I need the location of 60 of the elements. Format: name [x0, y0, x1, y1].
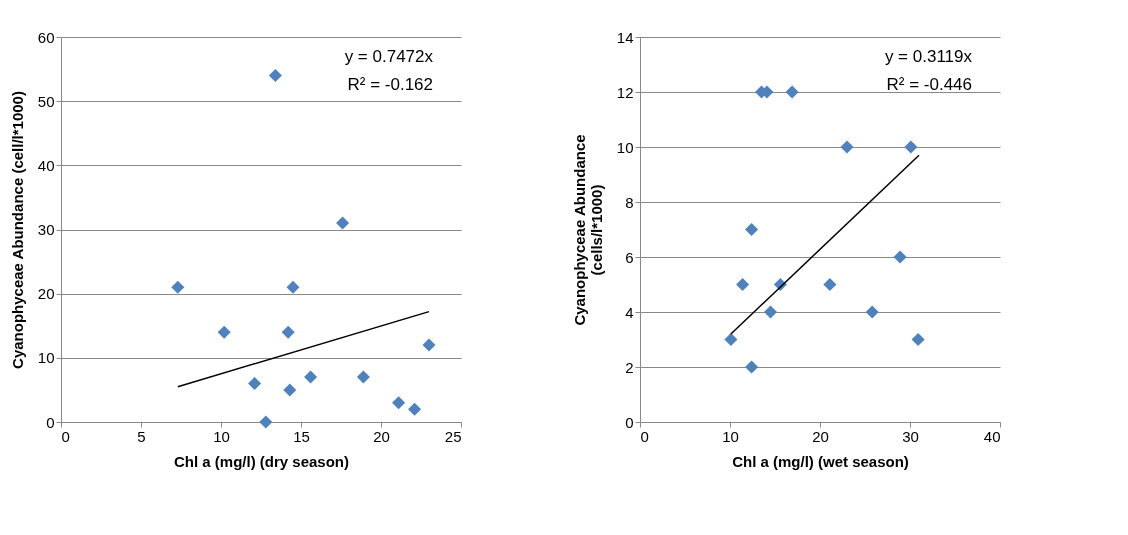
y-tick-label: 10 [37, 349, 55, 367]
x-tick-label: 25 [444, 427, 462, 445]
point [763, 305, 778, 319]
x-axis-title: Chl a (mg/l) (wet season) [732, 452, 909, 470]
point [911, 332, 925, 347]
y-tick-label: 4 [625, 303, 634, 321]
annotation: R² = -0.446 [886, 75, 972, 94]
y-axis-title: Cyanophyceae Abundance (cells/l*1000) [570, 134, 605, 326]
point [865, 305, 879, 319]
point [745, 360, 759, 374]
x-tick-label: 5 [137, 427, 146, 445]
point [248, 376, 262, 391]
point [283, 383, 297, 397]
point [217, 325, 231, 339]
point [259, 415, 273, 429]
point [724, 332, 738, 347]
annotation: R² = -0.162 [347, 75, 433, 94]
y-tick-label: 60 [37, 28, 55, 46]
y-tick-label: 20 [37, 285, 55, 303]
x-tick-label: 10 [213, 427, 230, 445]
y-tick-label: 0 [46, 413, 55, 431]
x-tick-label: 20 [812, 427, 829, 445]
point [408, 402, 422, 416]
point [893, 250, 907, 264]
y-tick-label: 40 [37, 156, 55, 174]
point [422, 338, 436, 352]
point [356, 370, 370, 384]
y-tick-label: 12 [616, 83, 634, 101]
x-tick-label: 40 [983, 427, 1001, 445]
y-tick-label: 14 [616, 28, 634, 46]
point [392, 396, 406, 410]
y-tick-label: 10 [616, 138, 634, 156]
point [736, 277, 750, 292]
x-axis-title: Chl a (mg/l) (dry season) [173, 452, 350, 470]
point [785, 85, 799, 99]
x-tick-label: 30 [902, 427, 919, 445]
y-tick-label: 2 [625, 358, 634, 376]
annotation: y = 0.3119x [884, 47, 973, 66]
x-tick-label: 10 [722, 427, 739, 445]
point [268, 68, 282, 83]
point [904, 140, 918, 154]
x-tick-label: 0 [61, 427, 70, 445]
x-tick-label: 0 [640, 427, 649, 445]
point [823, 277, 837, 292]
y-tick-label: 30 [37, 221, 55, 238]
y-tick-label: 8 [625, 193, 634, 211]
point [281, 325, 295, 339]
point [745, 222, 759, 237]
annotation: y = 0.7472x [344, 47, 434, 66]
x-tick-label: 20 [373, 427, 390, 445]
x-tick-label: 15 [293, 427, 310, 445]
point [336, 216, 350, 230]
point [840, 140, 854, 154]
point [286, 280, 300, 294]
y-tick-label: 0 [625, 413, 634, 431]
point [304, 370, 318, 384]
y-tick-label: 50 [37, 92, 55, 110]
y-tick-label: 6 [625, 248, 634, 266]
y-axis-title: Cyanophyceae Abundance (cell/l*1000) [8, 91, 26, 369]
point [171, 280, 185, 294]
